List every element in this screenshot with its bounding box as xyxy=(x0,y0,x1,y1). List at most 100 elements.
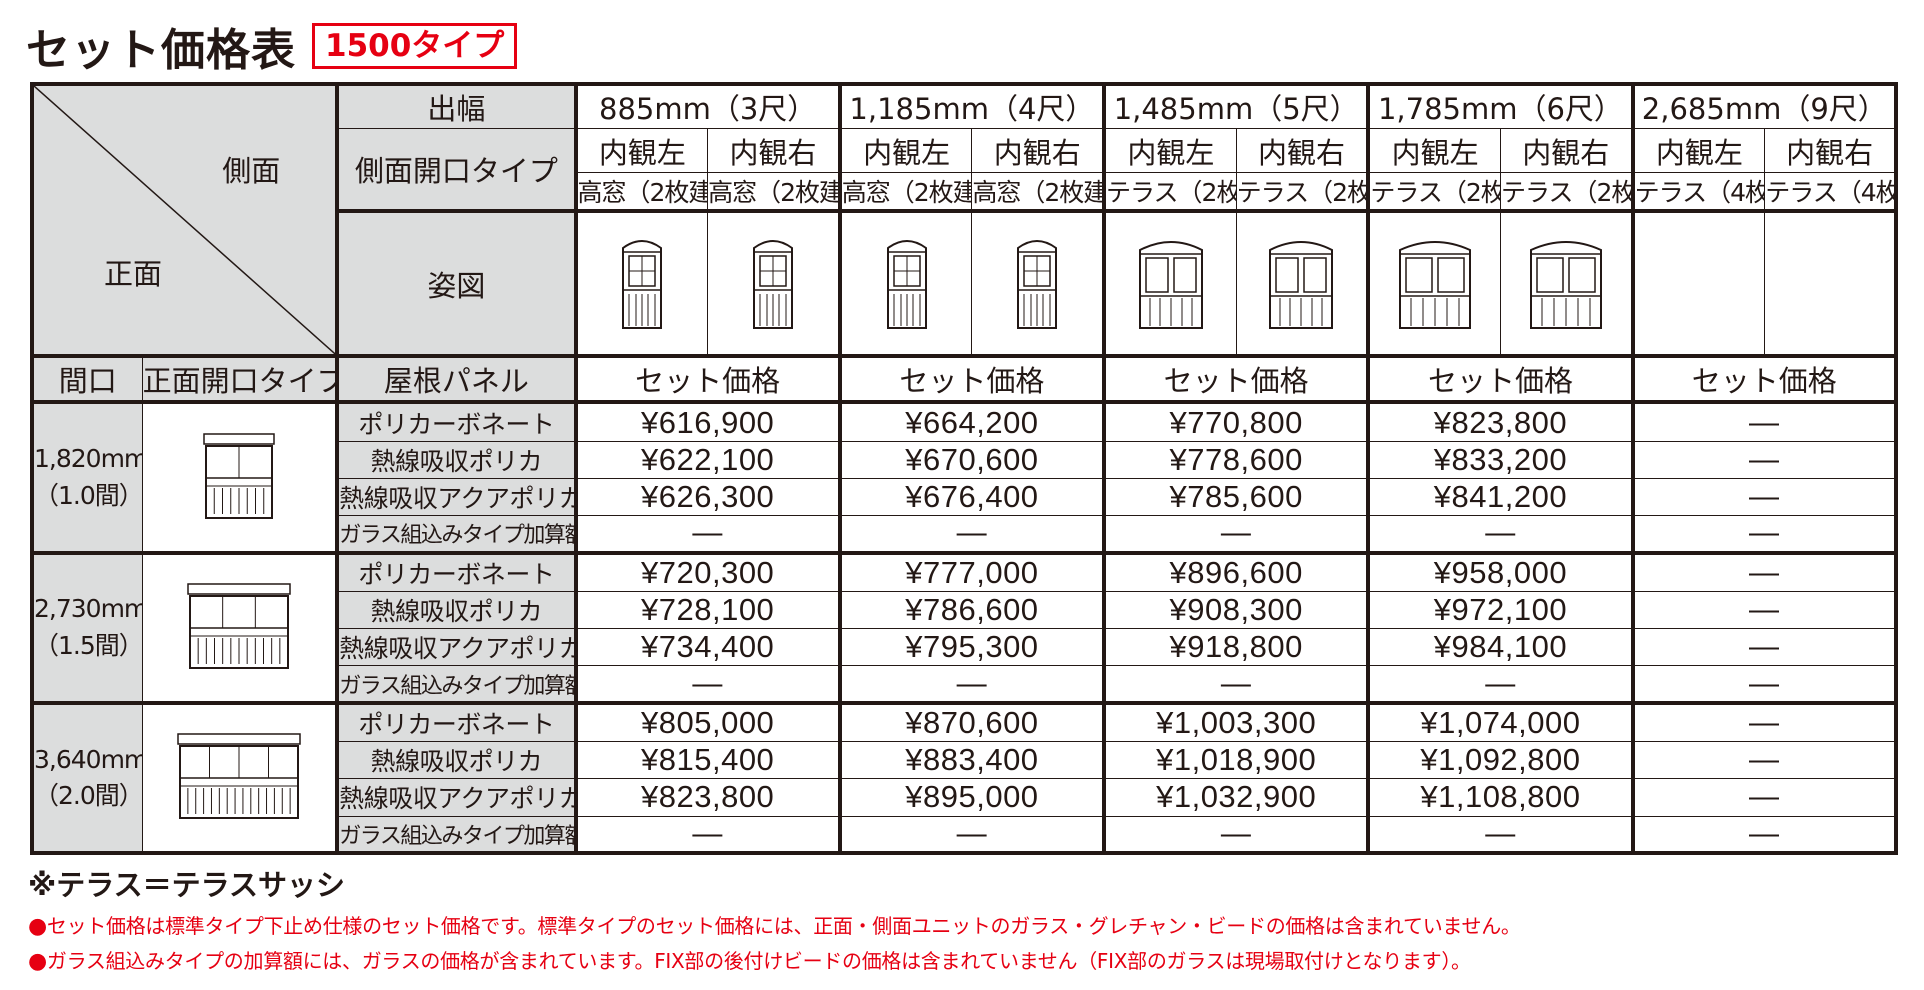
col-right-2: 内観右 xyxy=(1235,128,1369,173)
price-label-2: セット価格 xyxy=(1102,354,1369,403)
price-cell: ¥883,400 xyxy=(837,741,1105,780)
price-cell: ¥972,100 xyxy=(1366,590,1634,630)
col-left-type-2: テラス（2枚建） xyxy=(1102,171,1237,212)
figure-cell xyxy=(707,208,841,357)
price-cell: ¥833,200 xyxy=(1366,440,1634,480)
price-cell: ¥1,018,900 xyxy=(1102,741,1369,780)
price-cell: ¥895,000 xyxy=(837,778,1105,817)
roof-panel-cell: 熱線吸収ポリカ xyxy=(335,440,577,480)
price-cell: ¥1,032,900 xyxy=(1102,778,1369,817)
side-unit-figure-icon xyxy=(886,239,927,329)
price-cell: — xyxy=(1102,815,1369,854)
figure-cell xyxy=(1499,208,1634,357)
price-cell: ¥918,800 xyxy=(1102,628,1369,667)
price-cell: ¥1,108,800 xyxy=(1366,778,1634,817)
col-left-1: 内観左 xyxy=(837,128,973,173)
price-label-1: セット価格 xyxy=(837,354,1105,403)
price-table: 側面 正面 出幅 885mm（3尺） 1,185mm（4尺） 1,485mm（5… xyxy=(30,82,1898,855)
figure-cell xyxy=(971,208,1105,357)
figure-label: 姿図 xyxy=(335,208,577,357)
width-label: 出幅 xyxy=(335,83,577,130)
price-cell: ¥626,300 xyxy=(573,478,841,517)
price-cell: — xyxy=(1630,515,1897,554)
col-left-type-3: テラス（2枚建） xyxy=(1366,171,1501,212)
note-item: ●セット価格は標準タイプ下止め仕様のセット価格です。標準タイプのセット価格には、… xyxy=(28,910,1908,939)
side-unit-figure-icon xyxy=(1138,240,1203,329)
figure-cell-empty xyxy=(1630,208,1766,357)
front-unit-figure-cell xyxy=(141,400,338,554)
bullet-icon: ● xyxy=(28,914,47,939)
price-cell: ¥616,900 xyxy=(573,400,841,442)
col-left-0: 内観左 xyxy=(573,128,709,173)
col-left-3: 内観左 xyxy=(1366,128,1501,173)
notes: ※テラス＝テラスサッシ ●セット価格は標準タイプ下止め仕様のセット価格です。標準… xyxy=(28,862,1908,974)
terrace-note: ※テラス＝テラスサッシ xyxy=(28,868,346,902)
col-width-1: 1,185mm（4尺） xyxy=(837,83,1105,130)
price-cell: ¥1,074,000 xyxy=(1366,700,1634,743)
note-item: ●ガラス組込みタイプの加算額には、ガラスの価格が含まれています。FIX部の後付け… xyxy=(28,945,1908,974)
price-cell: — xyxy=(1366,665,1634,704)
price-cell: ¥720,300 xyxy=(573,550,841,592)
col-right-4: 内観右 xyxy=(1764,128,1897,173)
title-row: セット価格表 1500タイプ xyxy=(26,18,518,76)
price-cell: ¥958,000 xyxy=(1366,550,1634,592)
side-unit-figure-icon xyxy=(1017,239,1058,329)
roof-panel-cell: 熱線吸収ポリカ xyxy=(335,590,577,630)
price-cell: ¥777,000 xyxy=(837,550,1105,592)
price-cell: ¥908,300 xyxy=(1102,590,1369,630)
roof-panel-cell: 熱線吸収アクアポリカ xyxy=(335,778,577,817)
price-cell: — xyxy=(1630,700,1897,743)
price-cell: — xyxy=(573,815,841,854)
price-cell: ¥785,600 xyxy=(1102,478,1369,517)
price-cell: — xyxy=(1630,628,1897,667)
roof-panel-cell: ガラス組込みタイプ加算額 xyxy=(335,515,577,554)
roof-panel-cell: ガラス組込みタイプ加算額 xyxy=(335,665,577,704)
col-right-type-2: テラス（2枚建） xyxy=(1235,171,1369,212)
price-cell: ¥896,600 xyxy=(1102,550,1369,592)
price-cell: — xyxy=(837,815,1105,854)
price-cell: ¥734,400 xyxy=(573,628,841,667)
side-opening-label: 側面開口タイプ xyxy=(335,128,577,212)
front-unit-figure-cell xyxy=(141,700,338,854)
price-cell: ¥770,800 xyxy=(1102,400,1369,442)
col-width-4: 2,685mm（9尺） xyxy=(1630,83,1897,130)
frontage-cell: 2,730mm （1.5間） xyxy=(31,550,143,704)
price-cell: ¥676,400 xyxy=(837,478,1105,517)
col-width-3: 1,785mm（6尺） xyxy=(1366,83,1634,130)
side-unit-figure-icon xyxy=(1269,240,1334,329)
frontage-label: 間口 xyxy=(31,354,143,403)
price-cell: ¥870,600 xyxy=(837,700,1105,743)
frontage-mm: 3,640mm xyxy=(34,744,143,774)
frontage-mm: 1,820mm xyxy=(34,444,143,474)
price-cell: — xyxy=(573,665,841,704)
price-cell: ¥841,200 xyxy=(1366,478,1634,517)
col-right-type-3: テラス（2枚建） xyxy=(1499,171,1634,212)
price-cell: ¥823,800 xyxy=(1366,400,1634,442)
price-cell: ¥786,600 xyxy=(837,590,1105,630)
col-right-type-0: 高窓（2枚建） xyxy=(707,171,841,212)
front-unit-figure-icon xyxy=(187,582,291,669)
side-unit-figure-icon xyxy=(752,239,793,329)
col-left-2: 内観左 xyxy=(1102,128,1237,173)
price-cell: ¥728,100 xyxy=(573,590,841,630)
price-cell: — xyxy=(1102,515,1369,554)
frontage-mm: 2,730mm xyxy=(34,594,143,624)
price-cell: ¥664,200 xyxy=(837,400,1105,442)
figure-cell xyxy=(573,208,709,357)
price-label-0: セット価格 xyxy=(573,354,841,403)
price-cell: — xyxy=(837,665,1105,704)
frontage-cell: 1,820mm （1.0間） xyxy=(31,400,143,554)
col-right-type-4: テラス（4枚建） xyxy=(1764,171,1897,212)
price-cell: ¥823,800 xyxy=(573,778,841,817)
price-cell: — xyxy=(1630,590,1897,630)
col-left-4: 内観左 xyxy=(1630,128,1766,173)
price-cell: — xyxy=(1366,515,1634,554)
price-cell: — xyxy=(837,515,1105,554)
price-cell: ¥622,100 xyxy=(573,440,841,480)
col-right-type-1: 高窓（2枚建） xyxy=(971,171,1105,212)
col-width-0: 885mm（3尺） xyxy=(573,83,841,130)
roof-panel-cell: 熱線吸収アクアポリカ xyxy=(335,628,577,667)
roof-panel-label: 屋根パネル xyxy=(335,354,577,403)
price-cell: ¥805,000 xyxy=(573,700,841,743)
front-opening-label: 正面開口タイプ xyxy=(141,354,338,403)
